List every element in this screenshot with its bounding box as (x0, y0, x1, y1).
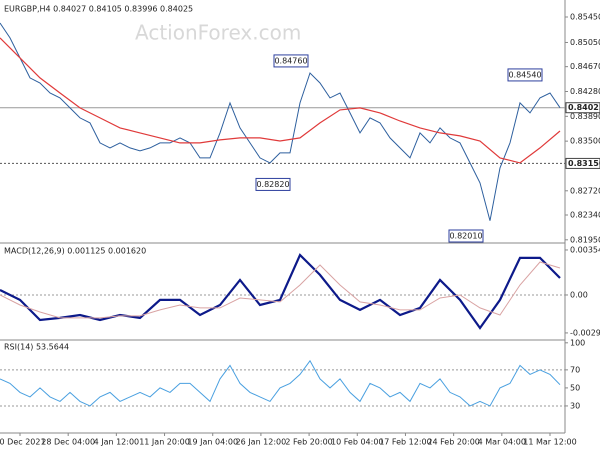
y-tick-label: 0.82340 (570, 210, 600, 219)
y-tick-label: 0.83500 (570, 137, 600, 146)
annotation-box (507, 68, 543, 82)
y-tick-label: -0.002992 (570, 328, 600, 337)
y-tick-label: 0.85450 (570, 13, 600, 22)
annotation-label: 0.84540 (508, 70, 541, 79)
x-tick-label: 20 Dec 2021 (0, 438, 46, 447)
y-tick-label: 0.00 (570, 290, 588, 299)
x-tick-label: 10 Feb 04:00 (331, 438, 383, 447)
y-tick-label: 100 (570, 338, 585, 347)
series-line (0, 359, 561, 407)
x-tick-label: 11 Jan 20:00 (139, 438, 190, 447)
annotation-box (448, 229, 484, 243)
annotation-label: 0.82820 (256, 180, 289, 189)
annotation-box (273, 54, 309, 68)
x-tick-label: 26 Jan 12:00 (236, 438, 287, 447)
x-tick-label: 11 Mar 12:00 (523, 438, 576, 447)
annotation-label: 0.82010 (449, 231, 482, 240)
panel-title: RSI(14) 53.5644 (4, 343, 69, 352)
x-tick-label: 4 Jan 12:00 (94, 438, 140, 447)
x-tick-label: 2 Feb 20:00 (285, 438, 332, 447)
annotation-box (255, 177, 291, 191)
y-tick-label: 50 (570, 383, 580, 392)
y-tick-label: 0.84280 (570, 87, 600, 96)
y-tick-label: 0.83890 (570, 112, 600, 121)
y-tick-label: 0.81950 (570, 235, 600, 244)
annotation-label: 0.84760 (274, 56, 307, 65)
watermark: ActionForex.com (135, 21, 301, 45)
series-line (0, 261, 561, 319)
panel-title: EURGBP,H4 0.84027 0.84105 0.83996 0.8402… (4, 5, 193, 14)
x-tick-label: 24 Feb 20:00 (427, 438, 479, 447)
y-tick-label: 0.003548 (570, 245, 600, 254)
y-tick-label: 0.82720 (570, 186, 600, 195)
series-line (0, 37, 561, 164)
series-line (0, 22, 561, 221)
y-tick-label: 70 (570, 365, 580, 374)
x-tick-label: 4 Mar 04:00 (478, 438, 526, 447)
y-tick-label: 0.85050 (570, 38, 600, 47)
level-label-box (565, 157, 600, 169)
y-tick-label: 0.84670 (570, 62, 600, 71)
y-tick-label: 30 (570, 401, 580, 410)
x-tick-label: 17 Feb 12:00 (379, 438, 431, 447)
x-tick-label: 19 Jan 04:00 (187, 438, 238, 447)
panel-title: MACD(12,26,9) 0.001125 0.001620 (4, 247, 146, 256)
price-label-box (565, 102, 600, 114)
x-tick-label: 28 Dec 04:00 (41, 438, 95, 447)
price-label: 0.84025 (568, 103, 600, 112)
